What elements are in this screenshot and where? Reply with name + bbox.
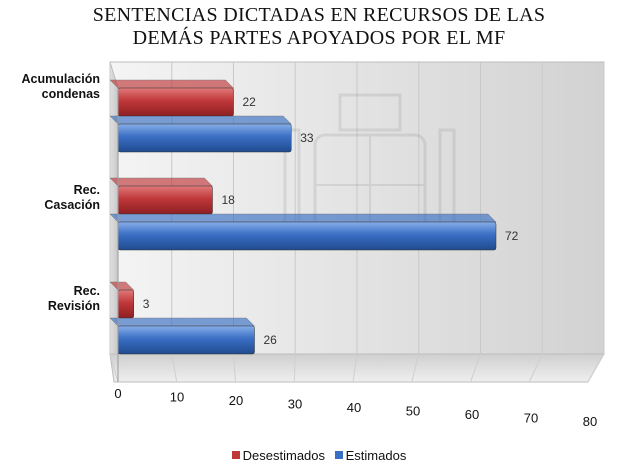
chart-title: SENTENCIAS DICTADAS EN RECURSOS DE LAS D… <box>0 4 638 50</box>
x-tick-label: 10 <box>170 390 184 405</box>
data-label-desestimados-1: 18 <box>222 193 236 207</box>
floor-gridline <box>233 353 236 383</box>
bar-top-estimados-1 <box>109 213 497 223</box>
data-label-estimados-1: 72 <box>505 229 519 243</box>
category-label-acumulacion: Acumulación condenas <box>21 72 101 101</box>
bar-top-desestimados-1 <box>109 177 213 187</box>
bar-desestimados-0 <box>117 87 234 117</box>
floor-gridline <box>171 353 178 383</box>
bar-desestimados-2 <box>117 289 134 319</box>
legend-label-desestimados: Desestimados <box>242 447 326 463</box>
floor <box>109 353 605 383</box>
floor-gridline <box>528 353 543 383</box>
bar-top-estimados-2 <box>109 317 255 327</box>
data-label-desestimados-0: 22 <box>243 95 257 109</box>
category-label-revision: Rec. Revisión <box>47 284 100 313</box>
data-label-desestimados-2: 3 <box>143 297 150 311</box>
legend-label-estimados: Estimados <box>345 447 407 463</box>
bar-estimados-2 <box>117 325 255 355</box>
x-tick-label: 30 <box>288 397 302 412</box>
x-tick-label: 70 <box>524 411 538 426</box>
chart-title-line-2: DEMÁS PARTES APOYADOS POR EL MF <box>132 27 506 49</box>
x-tick-label: 40 <box>347 400 361 415</box>
legend-item-desestimados: Desestimados <box>231 447 326 463</box>
legend-swatch-desestimados <box>231 451 240 459</box>
x-tick-label: 60 <box>465 407 479 422</box>
bar-estimados-0 <box>117 123 292 153</box>
legend: Desestimados Estimados <box>0 447 638 463</box>
x-tick-label: 80 <box>583 414 597 429</box>
bar-desestimados-1 <box>117 185 213 215</box>
floor-gridline <box>470 353 481 383</box>
category-label-casacion: Rec. Casación <box>44 183 100 212</box>
legend-item-estimados: Estimados <box>334 447 407 463</box>
floor-gridline <box>293 353 296 383</box>
floor-gridline <box>411 353 420 383</box>
floor-gridline <box>109 353 119 383</box>
x-tick-label: 20 <box>229 393 243 408</box>
floor-gridline <box>587 353 605 383</box>
data-label-estimados-2: 26 <box>264 333 278 347</box>
x-tick-label: 50 <box>406 404 420 419</box>
floor-gridline <box>352 353 358 383</box>
legend-swatch-estimados <box>334 451 343 459</box>
bar-top-desestimados-0 <box>109 79 234 89</box>
bar-top-estimados-0 <box>109 115 292 125</box>
chart-title-line-1: SENTENCIAS DICTADAS EN RECURSOS DE LAS <box>92 4 546 26</box>
data-label-estimados-0: 33 <box>300 131 314 145</box>
x-tick-label: 0 <box>114 386 121 401</box>
bar-estimados-1 <box>117 221 497 251</box>
